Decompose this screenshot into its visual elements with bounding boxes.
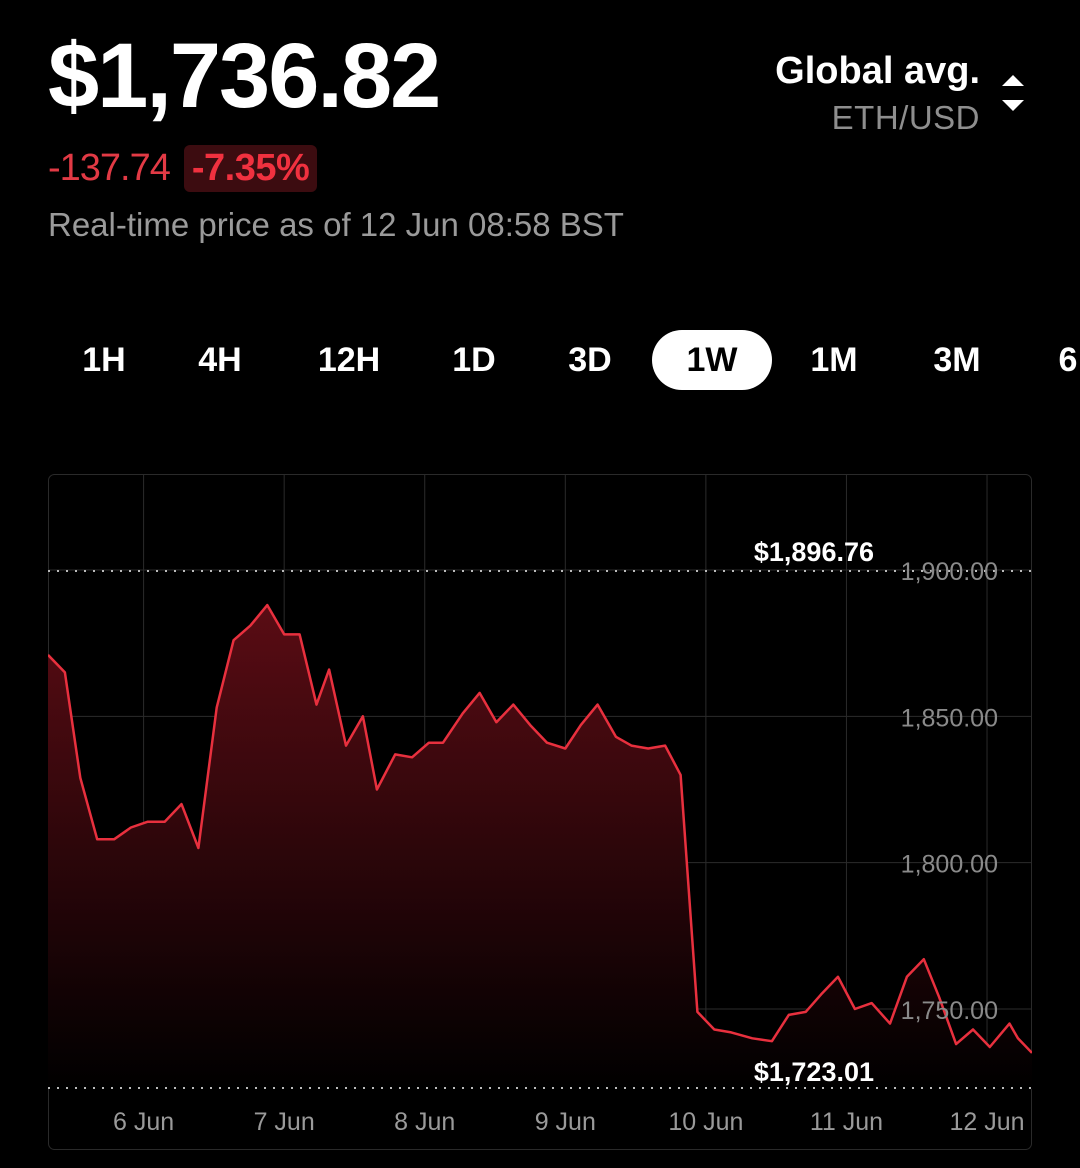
- x-axis-tick-label: 10 Jun: [668, 1108, 743, 1136]
- high-price-label: $1,896.76: [754, 537, 874, 567]
- y-axis-tick-label: 1,800.00: [901, 851, 998, 879]
- sort-up-down-icon: [1002, 75, 1024, 111]
- time-range-tabs: 1H 4H 12H 1D 3D 1W 1M 3M 6: [0, 330, 1080, 390]
- price-timestamp: Real-time price as of 12 Jun 08:58 BST: [48, 206, 624, 243]
- range-tab-1h[interactable]: 1H: [82, 341, 126, 379]
- trading-pair: ETH/USD: [831, 99, 980, 136]
- price-change-percent-badge: -7.35%: [183, 144, 318, 192]
- price-change-absolute: -137.74: [48, 146, 171, 189]
- y-axis-tick-label: 1,900.00: [901, 558, 998, 586]
- price-area-fill: [48, 605, 1032, 1089]
- x-axis-tick-label: 6 Jun: [113, 1108, 174, 1136]
- x-axis-tick-label: 7 Jun: [254, 1108, 315, 1136]
- price-line: [47, 603, 1033, 1054]
- y-axis-tick-label: 1,850.00: [901, 704, 998, 732]
- range-tab-1w[interactable]: 1W: [652, 330, 772, 390]
- price-source-name: Global avg.: [775, 50, 980, 92]
- range-tab-6[interactable]: 6: [1058, 341, 1078, 379]
- range-tab-3d[interactable]: 3D: [568, 341, 612, 379]
- price-change-row: -137.74 -7.35%: [48, 142, 318, 194]
- x-axis-tick-label: 12 Jun: [949, 1108, 1024, 1136]
- x-axis-tick-label: 9 Jun: [535, 1108, 596, 1136]
- range-tab-12h[interactable]: 12H: [317, 341, 381, 379]
- y-axis-tick-label: 1,750.00: [901, 997, 998, 1025]
- range-tab-1d[interactable]: 1D: [452, 341, 496, 379]
- x-axis-tick-label: 11 Jun: [810, 1108, 883, 1136]
- x-axis-tick-label: 8 Jun: [394, 1108, 455, 1136]
- price-source-selector[interactable]: Global avg. ETH/USD: [775, 50, 1026, 137]
- range-tab-1m[interactable]: 1M: [810, 341, 858, 379]
- price-chart[interactable]: 1,750.00 1,800.00 1,850.00 1,900.00 $1,896.7…: [47, 474, 1033, 1150]
- low-price-label: $1,723.01: [754, 1057, 874, 1087]
- range-tab-4h[interactable]: 4H: [198, 341, 242, 379]
- price-chart-svg: 1,750.00 1,800.00 1,850.00 1,900.00 $1,896.7…: [47, 474, 1033, 1150]
- range-tab-3m[interactable]: 3M: [933, 341, 981, 379]
- current-price: $1,736.82: [48, 25, 441, 127]
